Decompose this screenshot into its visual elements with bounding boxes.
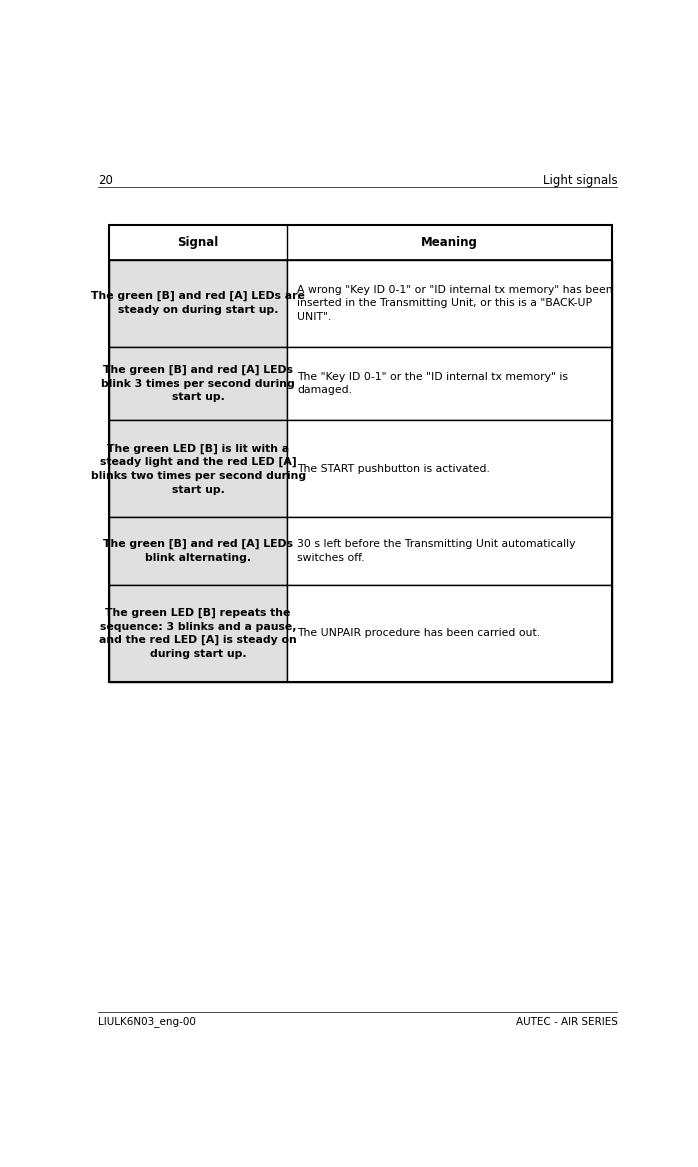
Text: AUTEC - AIR SERIES: AUTEC - AIR SERIES — [516, 1016, 618, 1027]
Bar — [288, 347, 612, 420]
Bar — [109, 420, 288, 517]
Bar — [288, 259, 612, 347]
Bar — [288, 517, 612, 585]
Text: A wrong "Key ID 0-1" or "ID internal tx memory" has been
inserted in the Transmi: A wrong "Key ID 0-1" or "ID internal tx … — [297, 285, 613, 322]
Bar — [109, 225, 612, 682]
Text: The green LED [B] is lit with a
steady light and the red LED [A]
blinks two time: The green LED [B] is lit with a steady l… — [91, 443, 306, 495]
Text: The green [B] and red [A] LEDs
blink 3 times per second during
start up.: The green [B] and red [A] LEDs blink 3 t… — [101, 365, 295, 403]
Text: The green [B] and red [A] LEDs are
steady on during start up.: The green [B] and red [A] LEDs are stead… — [91, 292, 305, 315]
Bar — [109, 347, 288, 420]
Text: The START pushbutton is activated.: The START pushbutton is activated. — [297, 464, 490, 474]
Text: The UNPAIR procedure has been carried out.: The UNPAIR procedure has been carried ou… — [297, 628, 540, 638]
Text: Meaning: Meaning — [422, 236, 478, 249]
Text: The "Key ID 0-1" or the "ID internal tx memory" is
damaged.: The "Key ID 0-1" or the "ID internal tx … — [297, 372, 568, 396]
Text: The green LED [B] repeats the
sequence: 3 blinks and a pause,
and the red LED [A: The green LED [B] repeats the sequence: … — [99, 608, 297, 659]
Bar — [109, 585, 288, 682]
Text: 20: 20 — [98, 174, 113, 187]
Text: Signal: Signal — [177, 236, 218, 249]
Bar — [109, 225, 612, 259]
Text: Light signals: Light signals — [543, 174, 618, 187]
Bar — [288, 420, 612, 517]
Text: 30 s left before the Transmitting Unit automatically
switches off.: 30 s left before the Transmitting Unit a… — [297, 539, 576, 562]
Text: LIULK6N03_eng-00: LIULK6N03_eng-00 — [98, 1016, 196, 1027]
Bar — [288, 585, 612, 682]
Bar — [109, 259, 288, 347]
Text: The green [B] and red [A] LEDs
blink alternating.: The green [B] and red [A] LEDs blink alt… — [103, 539, 293, 564]
Bar — [109, 517, 288, 585]
